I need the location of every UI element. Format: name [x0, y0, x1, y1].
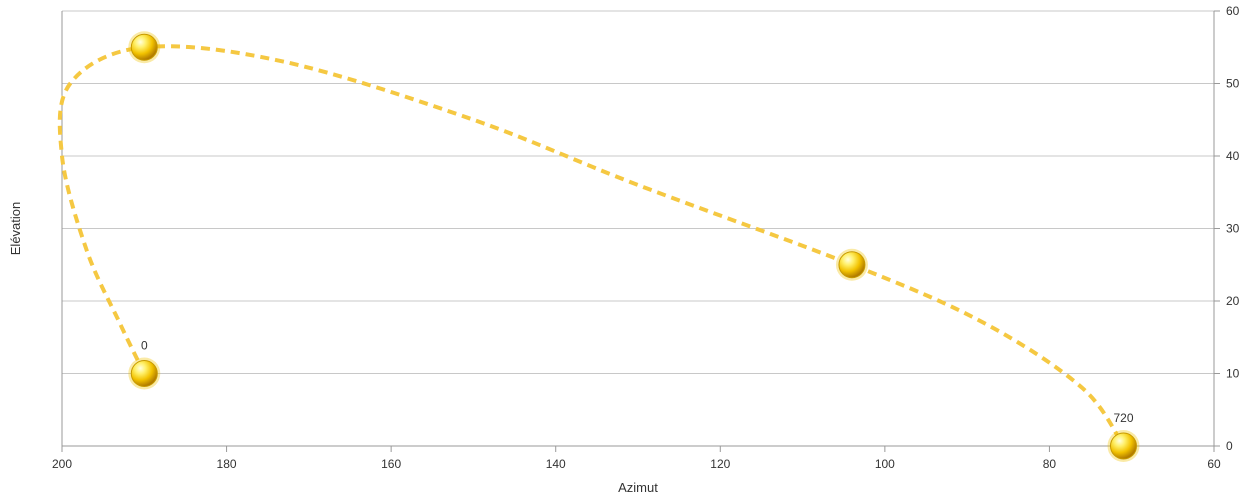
- data-label: 720: [1113, 411, 1133, 425]
- markers: [128, 31, 1140, 462]
- x-tick-label: 200: [52, 457, 72, 471]
- y-tick-label: 40: [1226, 149, 1240, 163]
- y-tick-label: 60: [1226, 4, 1240, 18]
- y-axis-title: Elévation: [8, 202, 23, 255]
- x-axis-title: Azimut: [618, 480, 658, 495]
- y-tick-label: 30: [1226, 222, 1240, 236]
- data-label: 0: [141, 339, 148, 353]
- series-line: [57, 44, 1126, 448]
- x-tick-label: 160: [381, 457, 401, 471]
- x-tick-label: 120: [710, 457, 730, 471]
- y-tick-label: 20: [1226, 294, 1240, 308]
- data-labels: 0 720: [141, 339, 1134, 426]
- x-tick-label: 180: [217, 457, 237, 471]
- y-tick-label: 50: [1226, 77, 1240, 91]
- x-tick-label: 140: [546, 457, 566, 471]
- marker-point: [130, 360, 158, 387]
- sun-marker: [128, 31, 161, 64]
- series-path-0: [57, 44, 1126, 448]
- x-tick-label: 60: [1207, 457, 1221, 471]
- marker-point: [838, 251, 866, 279]
- sun-marker: [128, 357, 161, 390]
- grid-lines: [62, 10, 1214, 447]
- marker-point: [1109, 432, 1137, 460]
- sun-marker: [1107, 430, 1140, 462]
- x-tick-label: 100: [875, 457, 895, 471]
- sun-marker: [835, 248, 868, 281]
- x-tick-label: 80: [1043, 457, 1057, 471]
- y-tick-label: 10: [1226, 367, 1240, 381]
- axes: 0 10 20 30 40 50 60 200 180 160 140 120 100 80 60: [52, 4, 1240, 471]
- marker-point: [130, 33, 158, 61]
- y-tick-label: 0: [1226, 439, 1233, 453]
